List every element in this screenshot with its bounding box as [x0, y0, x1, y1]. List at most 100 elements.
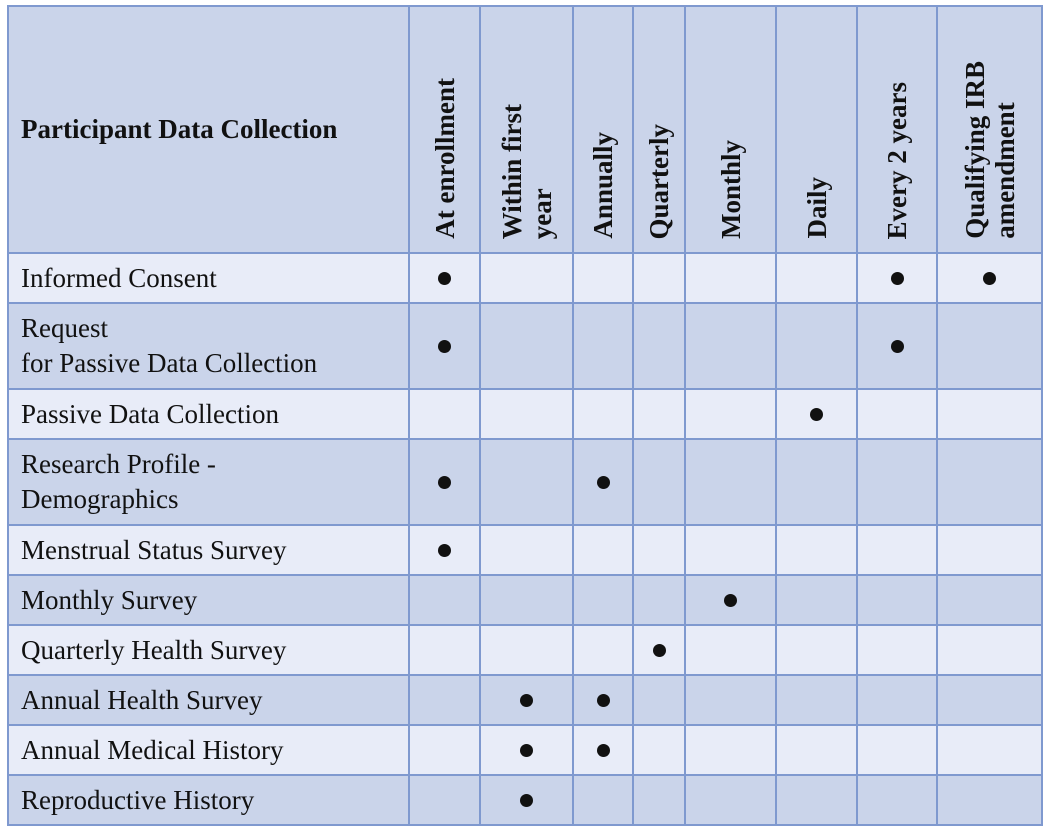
table-cell	[936, 774, 1043, 826]
column-header-label: Daily	[801, 177, 832, 239]
bullet-dot-icon	[520, 794, 533, 807]
table-row: Menstrual Status Survey	[7, 524, 1043, 576]
column-header: Every 2 years	[856, 5, 938, 254]
row-label: Annual Health Survey	[7, 674, 410, 726]
column-header-label: Within first year	[496, 103, 557, 239]
bullet-dot-icon	[890, 340, 904, 353]
table-cell	[572, 388, 634, 440]
column-header-label: Qualifying IRB amendment	[959, 61, 1020, 239]
table-cell	[479, 774, 574, 826]
table-cell	[856, 524, 938, 576]
table-cell	[684, 438, 777, 526]
table-cell	[684, 624, 777, 676]
bullet-dot-icon	[596, 744, 610, 757]
table-cell	[572, 574, 634, 626]
table-cell	[856, 674, 938, 726]
table-cell	[856, 302, 938, 390]
column-header: Daily	[775, 5, 858, 254]
bullet-dot-icon	[596, 476, 610, 489]
table-cell	[775, 624, 858, 676]
table-cell	[684, 524, 777, 576]
row-label: Passive Data Collection	[7, 388, 410, 440]
column-header: Annually	[572, 5, 634, 254]
table-cell	[632, 674, 686, 726]
table-cell	[775, 574, 858, 626]
table-cell	[479, 438, 574, 526]
table-cell	[572, 438, 634, 526]
bullet-dot-icon	[652, 644, 666, 657]
table-row: Reproductive History	[7, 774, 1043, 826]
table-cell	[408, 302, 481, 390]
table-cell	[684, 302, 777, 390]
column-header-label: Annually	[588, 132, 618, 239]
column-header: Quarterly	[632, 5, 686, 254]
table-cell	[936, 302, 1043, 390]
table-cell	[936, 624, 1043, 676]
table-cell	[408, 674, 481, 726]
table-cell	[936, 438, 1043, 526]
table-cell	[936, 388, 1043, 440]
table-cell	[632, 774, 686, 826]
bullet-dot-icon	[438, 476, 451, 489]
table-cell	[572, 302, 634, 390]
table-cell	[856, 388, 938, 440]
column-header-label: Quarterly	[644, 123, 674, 239]
table-cell	[775, 724, 858, 776]
table-cell	[572, 774, 634, 826]
table-row: Quarterly Health Survey	[7, 624, 1043, 676]
table-cell	[856, 438, 938, 526]
bullet-dot-icon	[438, 272, 451, 285]
row-label: Quarterly Health Survey	[7, 624, 410, 676]
table-cell	[408, 388, 481, 440]
table-row: Passive Data Collection	[7, 388, 1043, 440]
table-cell	[775, 252, 858, 304]
table-cell	[775, 774, 858, 826]
bullet-dot-icon	[438, 544, 451, 557]
table-cell	[572, 252, 634, 304]
table-cell	[408, 624, 481, 676]
column-header-label: At enrollment	[429, 78, 460, 239]
table-cell	[572, 674, 634, 726]
table-cell	[856, 574, 938, 626]
table-cell	[632, 724, 686, 776]
table-cell	[856, 624, 938, 676]
table-cell	[856, 774, 938, 826]
data-collection-table: Participant Data Collection At enrollmen…	[7, 5, 1043, 826]
table-cell	[479, 302, 574, 390]
table-cell	[775, 302, 858, 390]
table-cell	[632, 624, 686, 676]
table-cell	[632, 302, 686, 390]
bullet-dot-icon	[810, 408, 823, 421]
table-cell	[408, 724, 481, 776]
row-label: Annual Medical History	[7, 724, 410, 776]
table-cell	[775, 674, 858, 726]
table-cell	[684, 774, 777, 826]
table-cell	[479, 674, 574, 726]
table-cell	[479, 574, 574, 626]
column-header: Qualifying IRB amendment	[936, 5, 1043, 254]
bullet-dot-icon	[983, 272, 996, 285]
table-cell	[479, 388, 574, 440]
bullet-dot-icon	[890, 272, 904, 285]
table-cell	[479, 624, 574, 676]
table-cell	[856, 252, 938, 304]
row-label: Reproductive History	[7, 774, 410, 826]
table-row: Monthly Survey	[7, 574, 1043, 626]
table-row: Research Profile - Demographics	[7, 438, 1043, 526]
table-cell	[936, 252, 1043, 304]
table-row: Informed Consent	[7, 252, 1043, 304]
table-cell	[936, 574, 1043, 626]
table-row: Request for Passive Data Collection	[7, 302, 1043, 390]
table-cell	[684, 724, 777, 776]
table-cell	[684, 252, 777, 304]
table-cell	[572, 524, 634, 576]
table-cell	[408, 774, 481, 826]
table-cell	[632, 252, 686, 304]
table-cell	[408, 438, 481, 526]
table-cell	[572, 624, 634, 676]
bullet-dot-icon	[724, 594, 737, 607]
table-cell	[408, 574, 481, 626]
table-title: Participant Data Collection	[7, 5, 410, 254]
table-cell	[479, 252, 574, 304]
column-header: At enrollment	[408, 5, 481, 254]
